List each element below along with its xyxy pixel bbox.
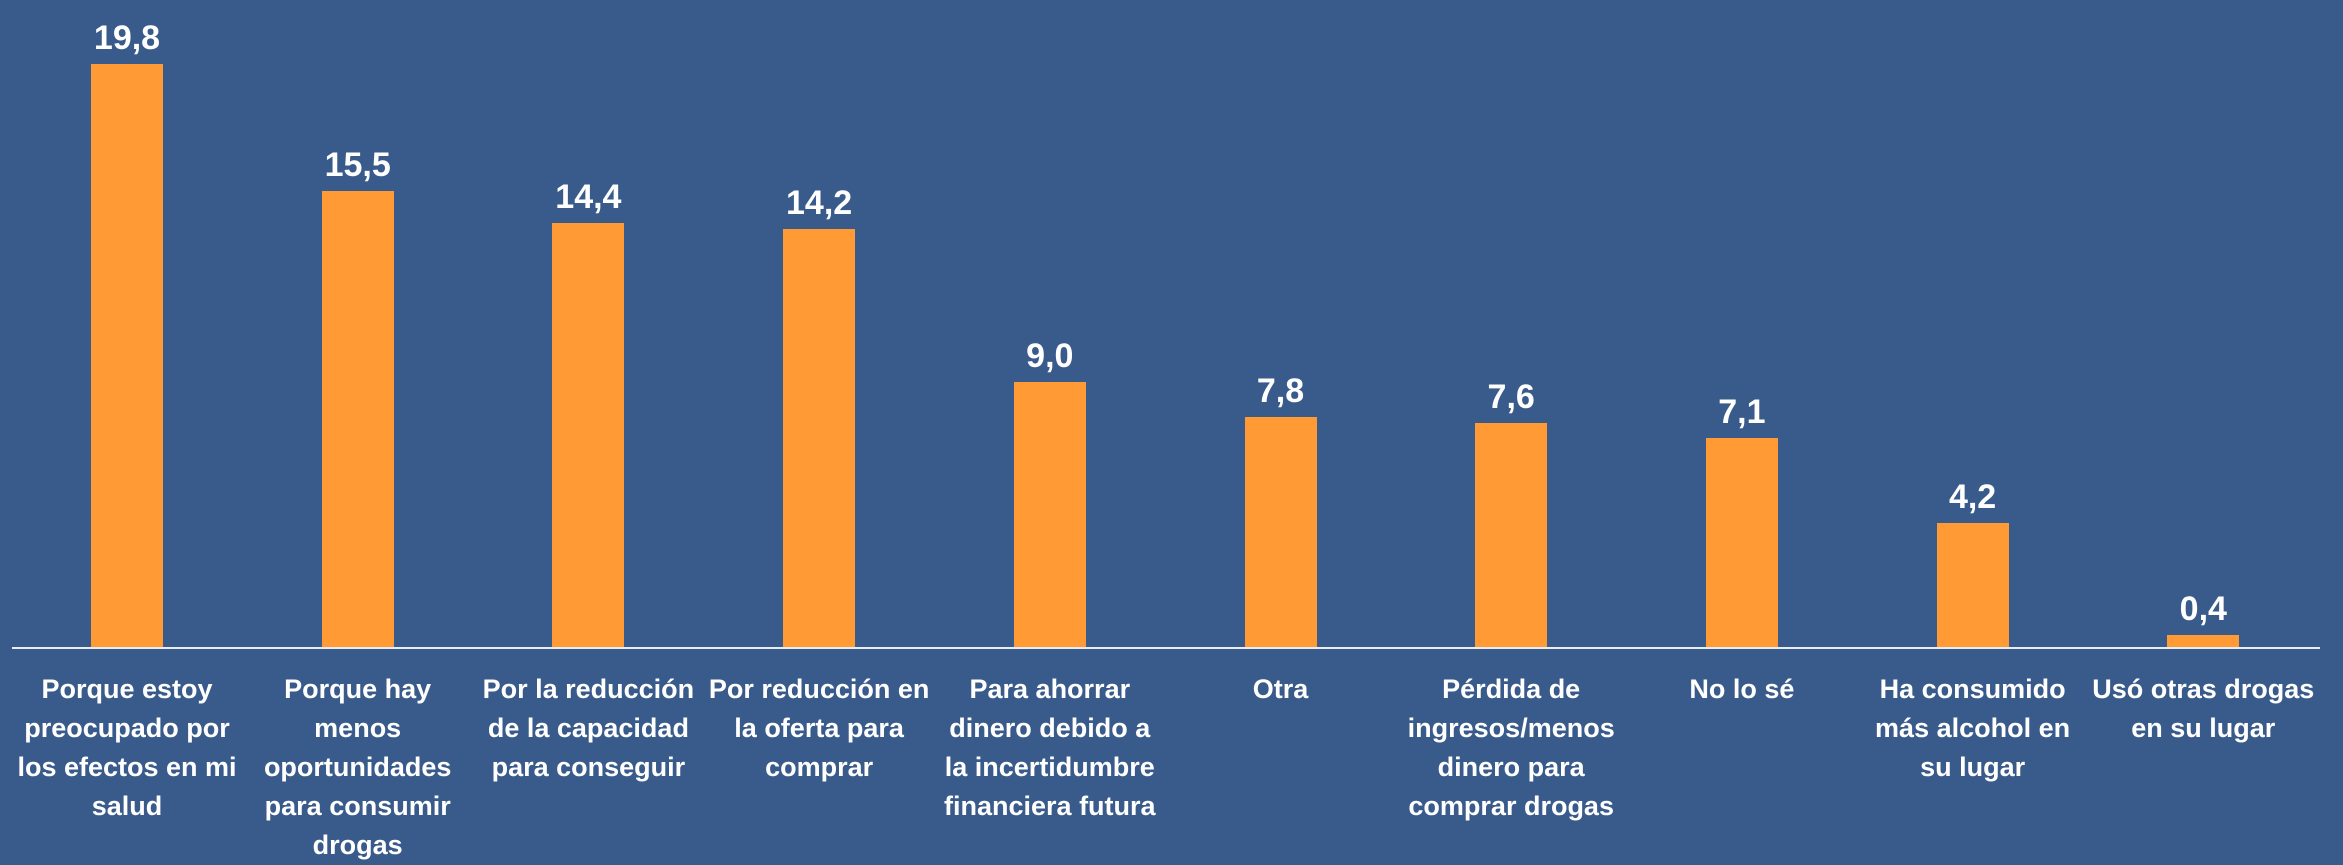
x-tick-label: Porque estoy preocupado por los efectos … xyxy=(17,674,237,821)
x-tick-label: Por reducción en la oferta para comprar xyxy=(708,674,930,782)
data-label: 7,1 xyxy=(1718,392,1766,431)
data-label: 15,5 xyxy=(324,145,391,184)
bar xyxy=(1936,523,2009,647)
data-label: 9,0 xyxy=(1026,336,1074,375)
x-tick-label: Usó otras drogas en su lugar xyxy=(2092,674,2315,743)
x-tick-label: Otra xyxy=(1252,674,1309,704)
bar xyxy=(91,63,163,647)
bar xyxy=(1475,423,1548,647)
bar xyxy=(552,222,625,647)
bar xyxy=(1705,437,1778,647)
data-label: 19,8 xyxy=(93,18,161,57)
x-axis-line xyxy=(12,647,2320,649)
data-label: 0,4 xyxy=(2179,590,2227,629)
x-tick-label: Ha consumido más alcohol en su lugar xyxy=(1875,674,2071,782)
data-label: 14,4 xyxy=(555,177,622,216)
bar xyxy=(2167,635,2240,647)
data-label: 4,2 xyxy=(1948,478,1997,517)
x-tick-label: No lo sé xyxy=(1689,674,1795,704)
x-tick-label: Pérdida de ingresos/menos dinero para co… xyxy=(1407,674,1615,821)
x-tick-label: Porque hay menos oportunidades para cons… xyxy=(263,674,452,860)
x-tick-label: Por la reducción de la capacidad para co… xyxy=(482,674,695,782)
bar xyxy=(1244,417,1317,647)
x-tick-label: Para ahorrar dinero debido a la incertid… xyxy=(944,674,1156,821)
bar xyxy=(1013,381,1086,647)
data-label: 7,6 xyxy=(1487,378,1535,417)
data-label: 14,2 xyxy=(786,183,853,222)
data-label: 7,8 xyxy=(1256,372,1305,411)
bar xyxy=(783,228,856,647)
bar xyxy=(321,190,394,647)
